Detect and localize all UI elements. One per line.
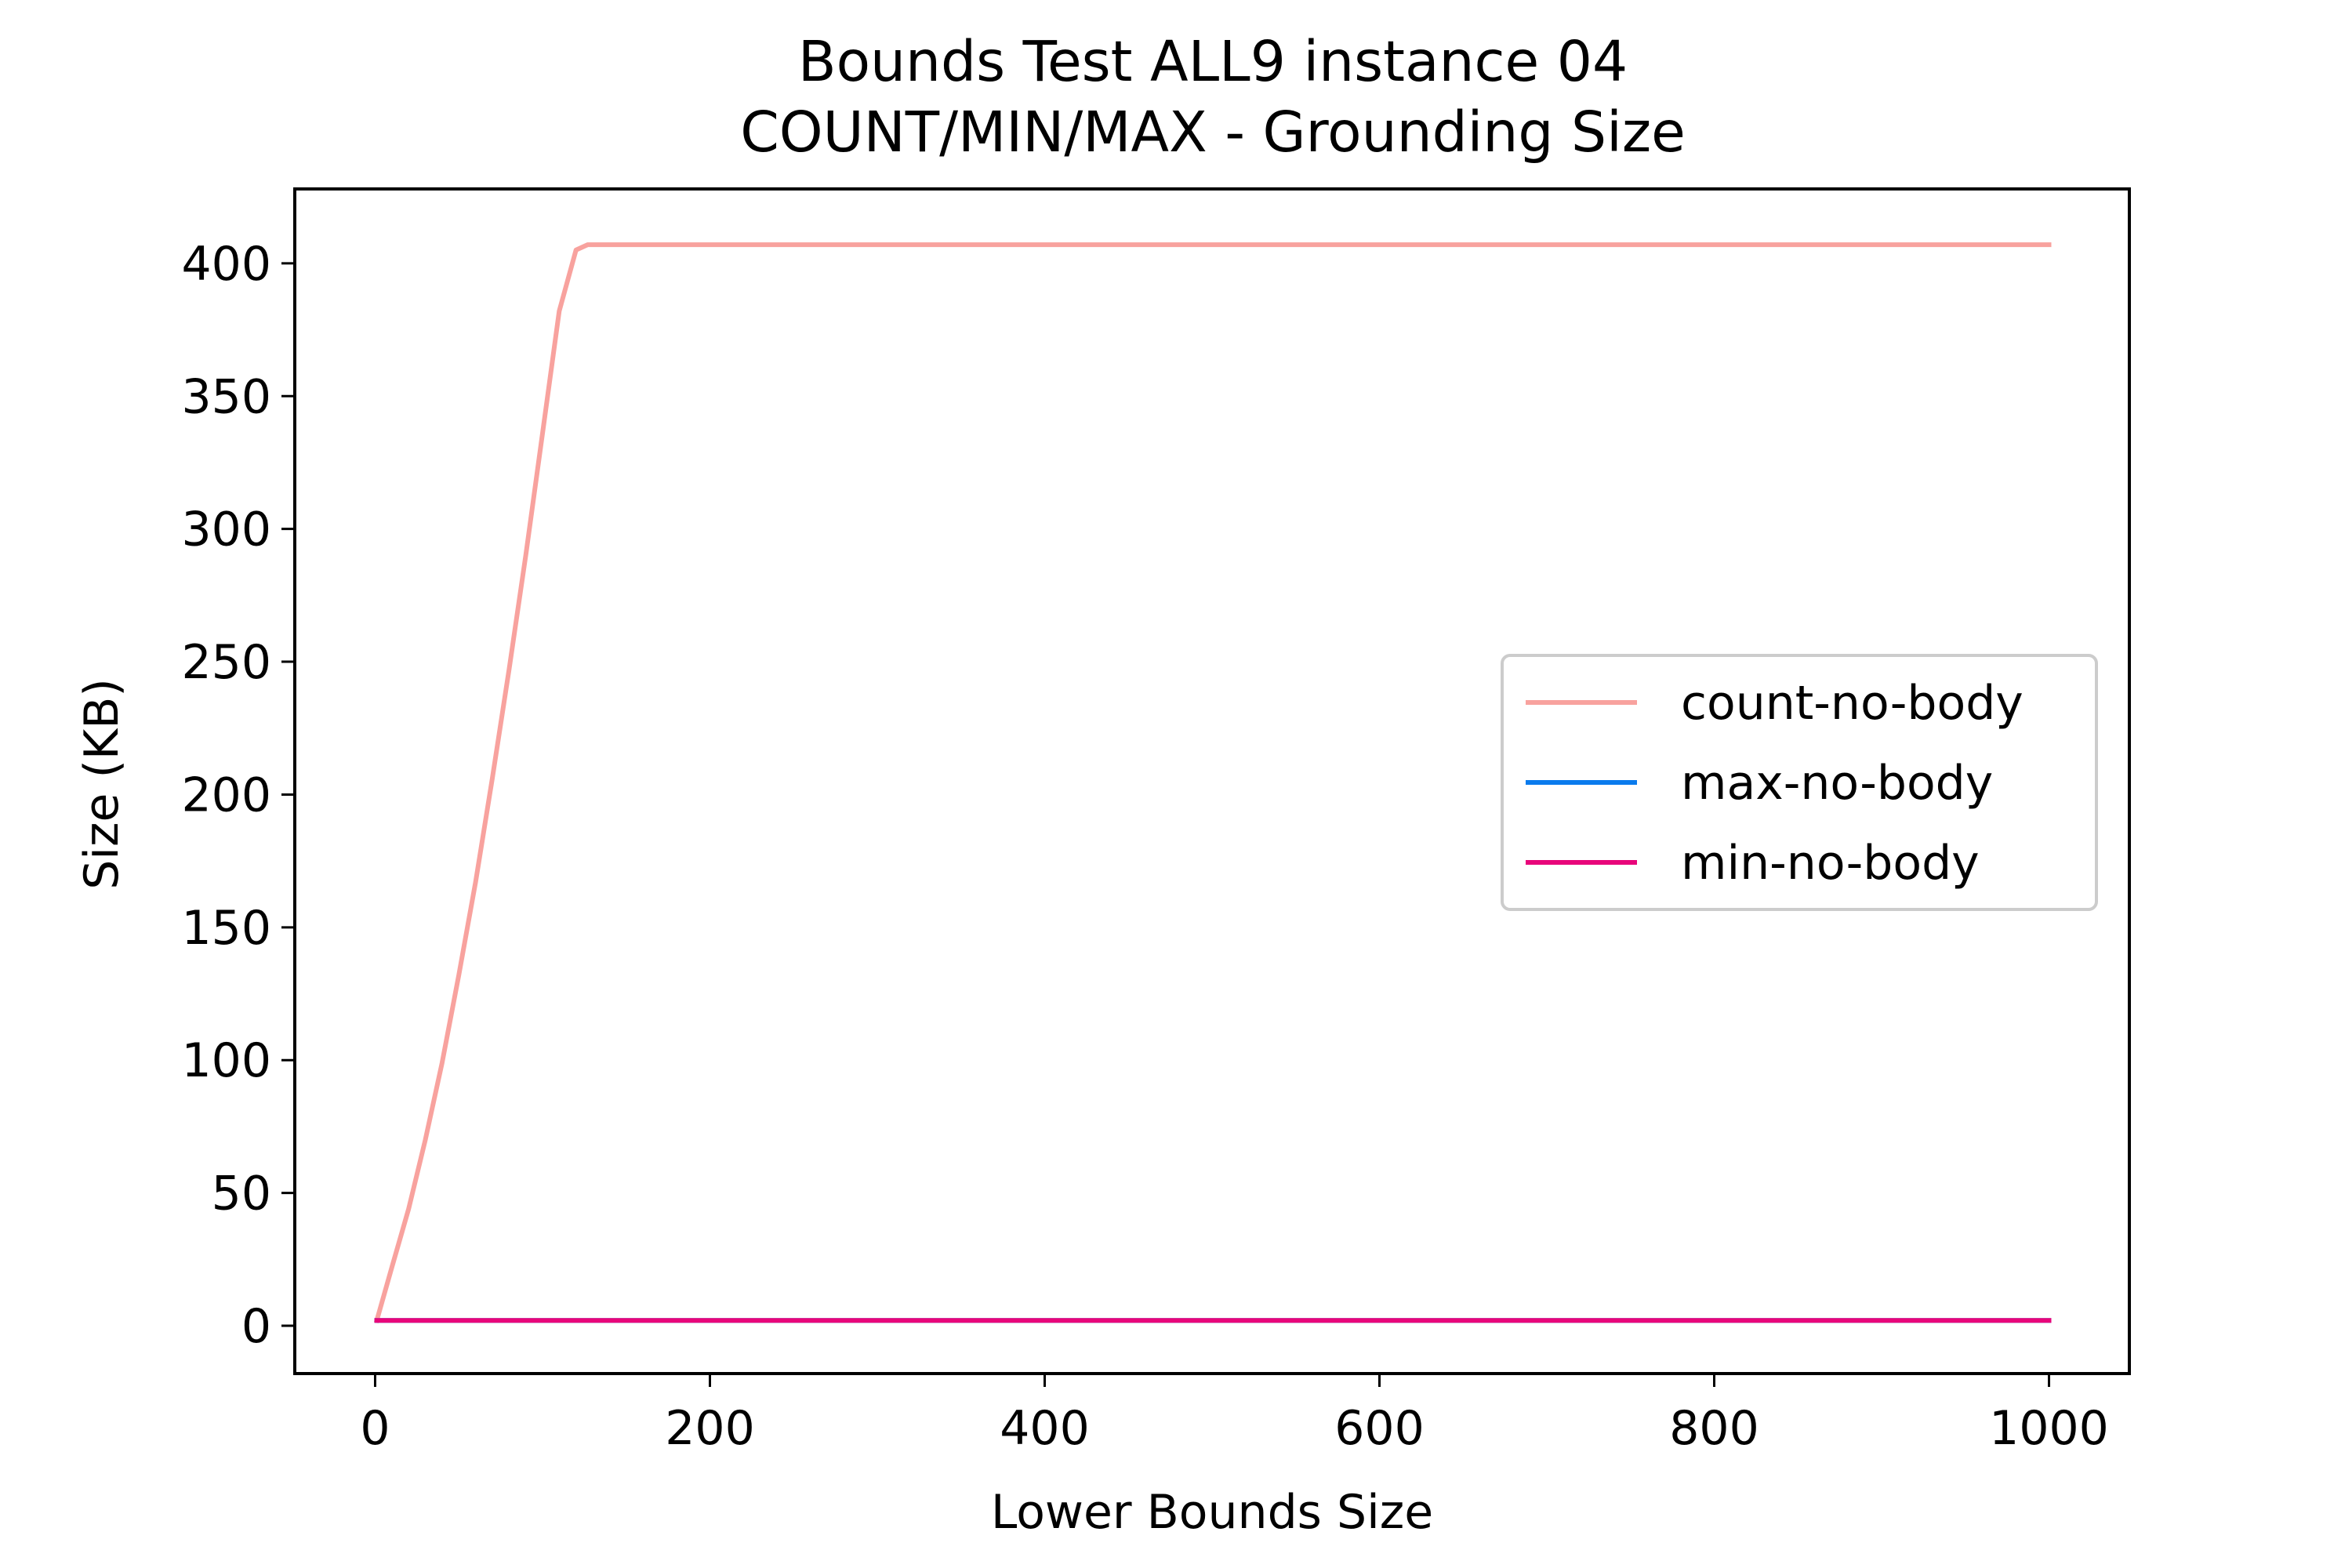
y-tick-label: 200 <box>181 768 271 822</box>
x-tick-label: 600 <box>1334 1401 1425 1456</box>
plot-frame <box>293 187 2131 1375</box>
y-tick-label: 0 <box>241 1299 271 1354</box>
x-tick-label: 800 <box>1669 1401 1759 1456</box>
y-tick-label: 400 <box>181 237 271 292</box>
y-tick-label: 300 <box>181 503 271 557</box>
x-tick-label: 400 <box>1000 1401 1090 1456</box>
y-tick-label: 100 <box>181 1033 271 1088</box>
chart-subtitle: COUNT/MIN/MAX - Grounding Size <box>740 100 1686 165</box>
y-tick-label: 150 <box>181 901 271 956</box>
series-line-count-no-body <box>373 242 2052 1323</box>
legend-label-count-no-body: count-no-body <box>1681 676 2024 731</box>
legend: count-no-body max-no-body min-no-body <box>1501 654 2098 911</box>
chart-title: Bounds Test ALL9 instance 04 <box>798 29 1628 94</box>
x-axis-label: Lower Bounds Size <box>991 1485 1433 1540</box>
legend-label-max-no-body: max-no-body <box>1681 756 1993 811</box>
series-layer <box>373 242 2052 1323</box>
y-tick-label: 350 <box>181 369 271 424</box>
legend-box <box>1501 654 2098 911</box>
legend-entries: count-no-body max-no-body min-no-body <box>1526 676 2024 891</box>
y-tick-label: 50 <box>212 1167 271 1221</box>
x-tick-label: 0 <box>360 1401 390 1456</box>
y-axis-label: Size (KB) <box>74 678 129 890</box>
y-axis: 0 50 100 150 200 250 300 350 400 <box>181 237 295 1354</box>
y-tick-label: 250 <box>181 635 271 690</box>
x-tick-label: 1000 <box>1989 1401 2109 1456</box>
x-axis: 0 200 400 600 800 1000 <box>360 1374 2109 1456</box>
legend-label-min-no-body: min-no-body <box>1681 836 1980 891</box>
x-tick-label: 200 <box>665 1401 755 1456</box>
